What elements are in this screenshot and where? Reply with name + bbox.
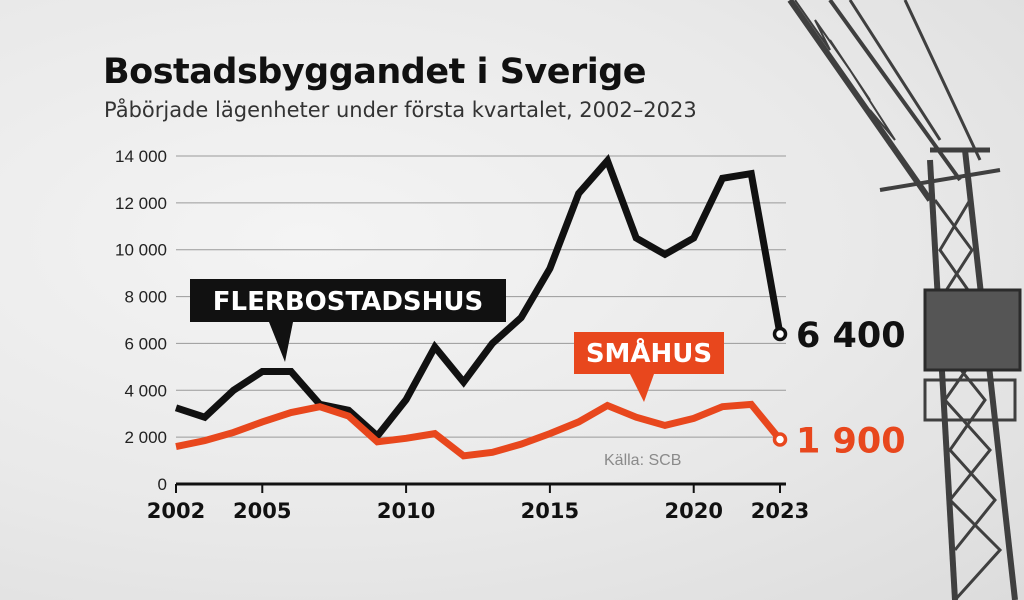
chart-subtitle: Påbörjade lägenheter under första kvarta…: [104, 98, 697, 122]
chart-title: Bostadsbyggandet i Sverige: [103, 52, 647, 92]
x-tick-label: 2010: [377, 499, 435, 523]
callout-pointer: [630, 374, 654, 402]
x-tick-label: 2020: [664, 499, 722, 523]
callout-pointer: [269, 322, 293, 362]
y-tick-label: 8 000: [124, 288, 167, 307]
callout-label-flerbostadshus: FLERBOSTADSHUS: [213, 287, 484, 317]
y-tick-label: 4 000: [124, 381, 167, 400]
end-value-label: 6 400: [796, 316, 906, 356]
x-tick-label: 2023: [751, 499, 809, 523]
x-tick-label: 2005: [233, 499, 291, 523]
y-tick-label: 12 000: [115, 194, 167, 213]
y-tick-label: 0: [158, 475, 167, 494]
y-tick-label: 14 000: [115, 147, 167, 166]
callout-box-smahus: [574, 332, 724, 374]
crane: [787, 0, 1022, 600]
end-point-marker: [772, 432, 788, 447]
source-note: Källa: SCB: [604, 452, 682, 469]
x-tick-label: 2015: [521, 499, 579, 523]
x-tick-label: 2002: [147, 499, 205, 523]
end-point-marker: [772, 326, 788, 342]
y-tick-label: 6 000: [124, 334, 167, 353]
series-line-flerbostadshus: [174, 153, 784, 442]
y-tick-label: 10 000: [115, 241, 167, 260]
end-value-label: 1 900: [796, 421, 906, 461]
callout-label-smahus: SMÅHUS: [586, 337, 712, 369]
y-tick-label: 2 000: [124, 428, 167, 447]
callout-box-flerbostadshus: [190, 279, 506, 322]
series-line-smahus: [175, 400, 783, 460]
